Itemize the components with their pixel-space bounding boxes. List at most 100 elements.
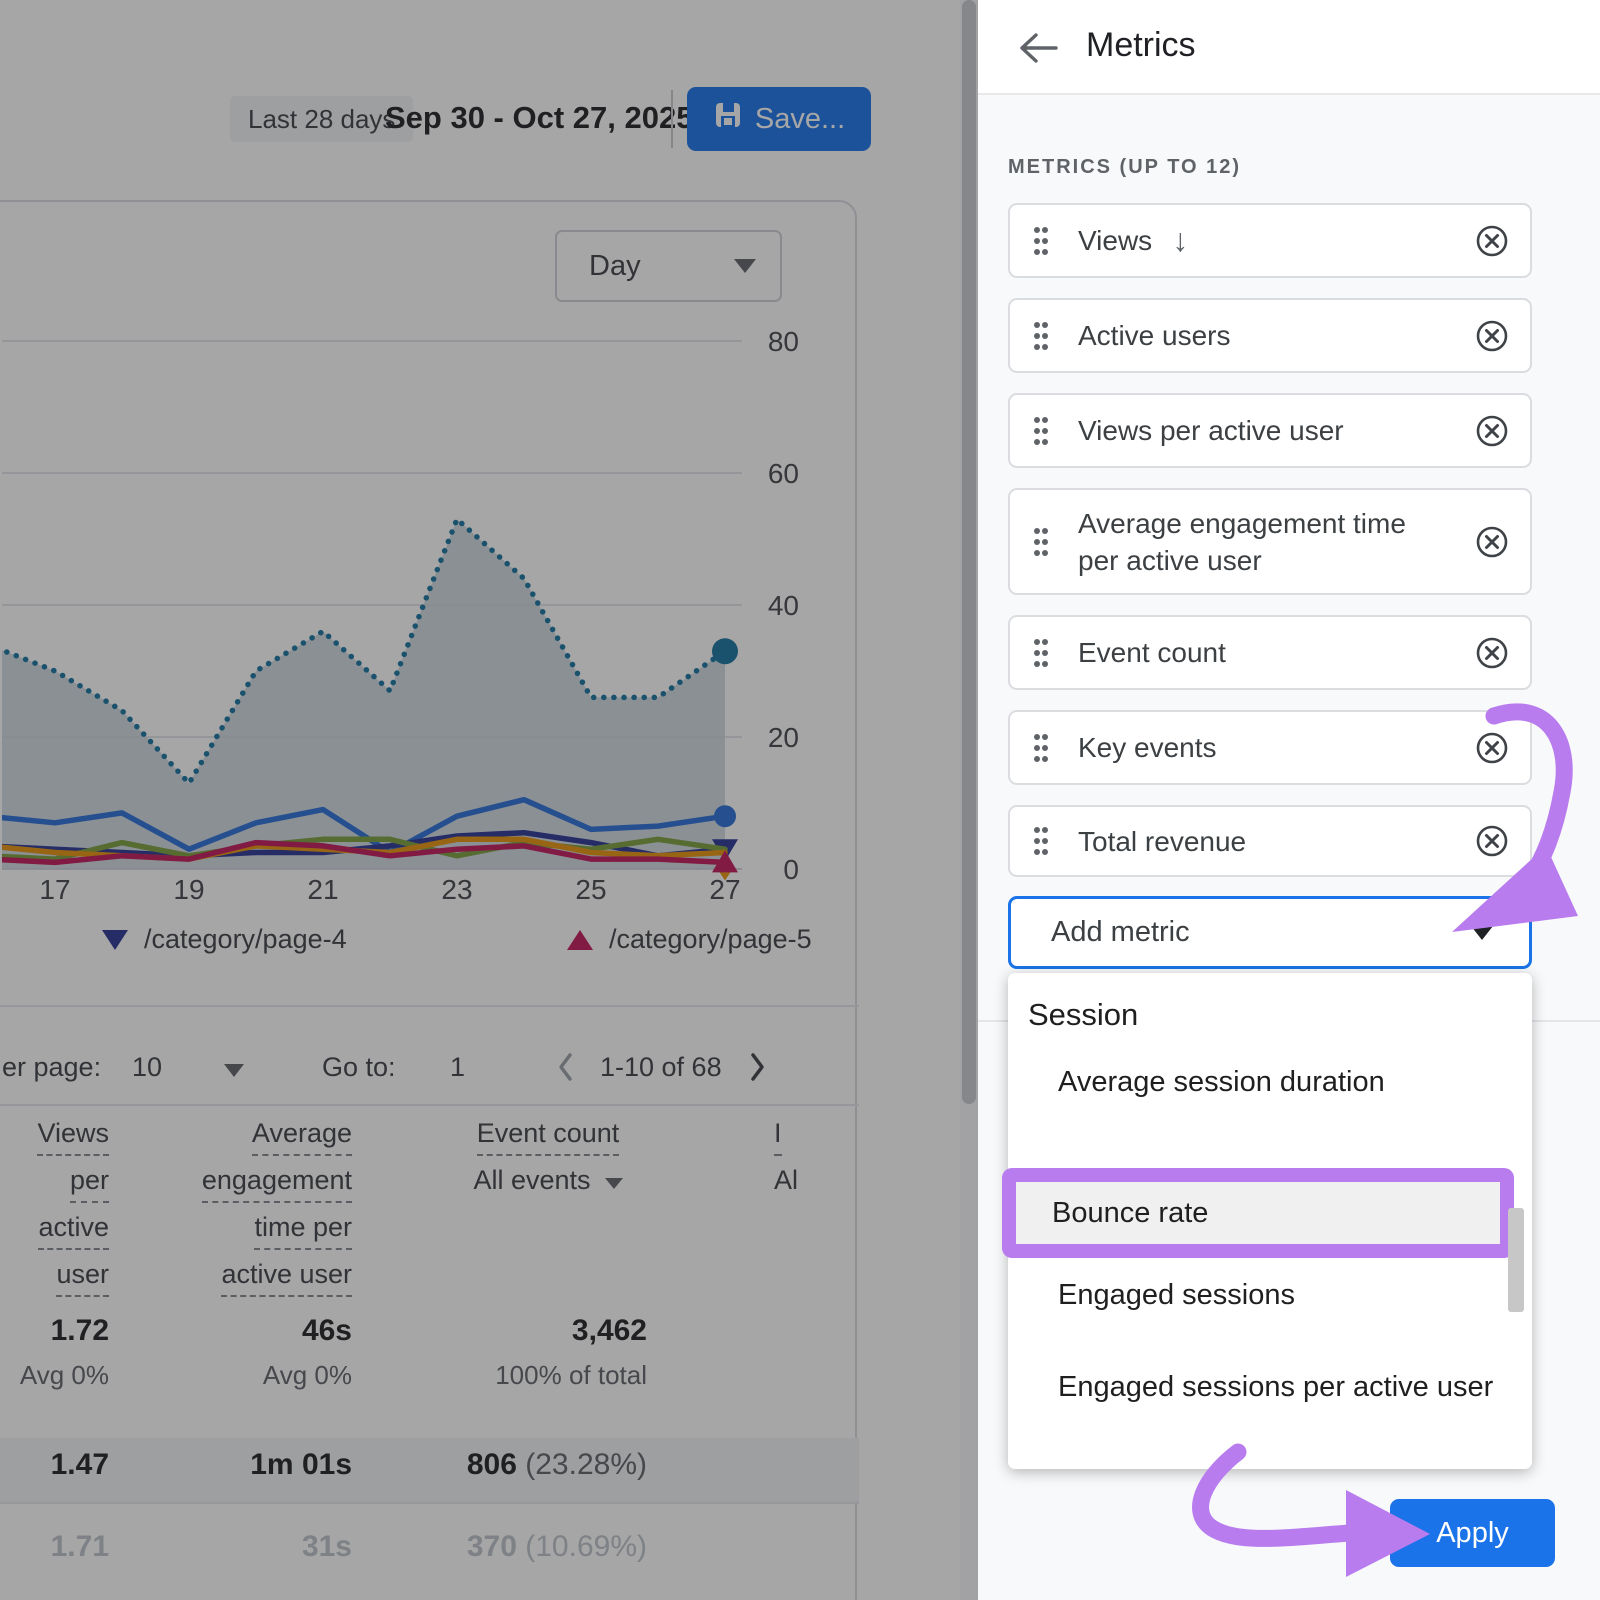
total-sub: 100% of total — [427, 1360, 647, 1391]
metric-label: Total revenue — [1078, 823, 1438, 860]
legend-label: /category/page-5 — [609, 924, 812, 955]
report-area: Last 28 days Sep 30 - Oct 27, 2025 Save.… — [0, 0, 978, 1600]
divider — [0, 1104, 859, 1106]
apply-button-label: Apply — [1436, 1517, 1509, 1550]
remove-metric-icon[interactable] — [1474, 823, 1510, 859]
metrics-section-label: METRICS (UP TO 12) — [1008, 156, 1241, 179]
svg-text:60: 60 — [768, 458, 799, 489]
chevron-right-icon[interactable] — [750, 1050, 766, 1084]
legend-label: /category/page-4 — [144, 924, 347, 955]
remove-metric-icon[interactable] — [1474, 730, 1510, 766]
metric-card-total-revenue[interactable]: Total revenue — [1008, 805, 1532, 877]
date-range-text[interactable]: Sep 30 - Oct 27, 2025 — [385, 100, 693, 136]
rows-per-page-value[interactable]: 10 — [132, 1052, 162, 1083]
drag-handle-icon[interactable] — [1032, 320, 1050, 352]
legend-item[interactable]: /category/page-4 — [102, 924, 347, 955]
metric-card-active-users[interactable]: Active users — [1008, 298, 1532, 373]
panel-title: Metrics — [1086, 26, 1196, 65]
metric-label: Key events — [1078, 729, 1438, 766]
page-scrollbar-thumb[interactable] — [962, 0, 976, 1104]
menu-scrollbar-thumb[interactable] — [1508, 1208, 1524, 1312]
total-event-count: 3,462 — [427, 1314, 647, 1348]
menu-item-bounce-rate[interactable]: Bounce rate — [1016, 1182, 1500, 1244]
drag-handle-icon[interactable] — [1032, 637, 1050, 669]
total-sub: Avg 0% — [0, 1360, 109, 1391]
total-engagement: 46s — [132, 1314, 352, 1348]
metric-card-views-per-active-user[interactable]: Views per active user — [1008, 393, 1532, 468]
metric-options-menu: Session Average session duration Bounce … — [1008, 973, 1532, 1469]
annotation-highlight-box: Bounce rate — [1002, 1168, 1514, 1258]
menu-item-engaged-sessions-per-active-user[interactable]: Engaged sessions per active user — [1008, 1360, 1532, 1414]
menu-item-average-session-duration[interactable]: Average session duration — [1008, 1055, 1532, 1109]
add-metric-dropdown[interactable]: Add metric — [1008, 896, 1532, 969]
triangle-up-icon — [567, 930, 593, 950]
row-cell: 806 (23.28%) — [427, 1448, 647, 1482]
report-card: Day 020406080171921232527 /category/page… — [0, 200, 857, 1600]
total-sub: Avg 0% — [132, 1360, 352, 1391]
chart-legend: /category/page-4 /category/page-5 — [0, 924, 855, 974]
svg-text:0: 0 — [783, 854, 799, 885]
metric-label: Average engagement time per active user — [1078, 505, 1438, 579]
row-cell: 1m 01s — [132, 1448, 352, 1482]
column-header-views-per-active-user[interactable]: Views per active user — [0, 1114, 109, 1302]
page-scrollbar-track[interactable] — [960, 0, 978, 1600]
menu-item-engaged-sessions[interactable]: Engaged sessions — [1008, 1268, 1532, 1322]
apply-button[interactable]: Apply — [1390, 1499, 1555, 1567]
save-button[interactable]: Save... — [687, 87, 871, 151]
pagination-bar: er page: 10 Go to: 1 1-10 of 68 — [0, 1042, 859, 1096]
remove-metric-icon[interactable] — [1474, 635, 1510, 671]
drag-handle-icon[interactable] — [1032, 825, 1050, 857]
metric-label: Event count — [1078, 634, 1438, 671]
goto-input[interactable]: 1 — [450, 1052, 465, 1083]
granularity-select[interactable]: Day — [555, 230, 782, 302]
chevron-down-icon[interactable] — [224, 1064, 244, 1077]
event-type-filter[interactable]: All events — [473, 1165, 622, 1195]
remove-metric-icon[interactable] — [1474, 223, 1510, 259]
svg-text:40: 40 — [768, 590, 799, 621]
legend-item[interactable]: /category/page-5 — [567, 924, 812, 955]
metrics-panel: Metrics METRICS (UP TO 12) Views ↓ Activ… — [978, 0, 1600, 1600]
svg-text:19: 19 — [173, 874, 204, 905]
row-cell: 370 (10.69%) — [427, 1530, 647, 1564]
metric-card-views[interactable]: Views ↓ — [1008, 203, 1532, 278]
column-header-avg-engagement-time[interactable]: Average engagement time per active user — [132, 1114, 352, 1302]
drag-handle-icon[interactable] — [1032, 526, 1050, 558]
svg-text:80: 80 — [768, 327, 799, 357]
svg-text:20: 20 — [768, 722, 799, 753]
svg-text:21: 21 — [307, 874, 338, 905]
chevron-down-icon — [605, 1178, 623, 1189]
chevron-left-icon[interactable] — [557, 1050, 573, 1084]
triangle-down-icon — [102, 930, 128, 950]
remove-metric-icon[interactable] — [1474, 318, 1510, 354]
drag-handle-icon[interactable] — [1032, 415, 1050, 447]
remove-metric-icon[interactable] — [1474, 524, 1510, 560]
save-button-label: Save... — [755, 103, 845, 136]
total-views-per-user: 1.72 — [0, 1314, 109, 1348]
metric-card-avg-engagement-time[interactable]: Average engagement time per active user — [1008, 488, 1532, 595]
svg-text:25: 25 — [575, 874, 606, 905]
back-arrow-icon[interactable] — [1014, 28, 1060, 68]
svg-text:17: 17 — [39, 874, 70, 905]
remove-metric-icon[interactable] — [1474, 413, 1510, 449]
metric-card-event-count[interactable]: Event count — [1008, 615, 1532, 690]
line-chart: 020406080171921232527 — [2, 327, 812, 907]
drag-handle-icon[interactable] — [1032, 225, 1050, 257]
granularity-value: Day — [589, 250, 641, 283]
svg-text:23: 23 — [441, 874, 472, 905]
sort-descending-icon: ↓ — [1172, 222, 1188, 259]
row-cell: 1.47 — [0, 1448, 109, 1482]
row-cell: 1.71 — [0, 1530, 109, 1564]
panel-header: Metrics — [978, 0, 1600, 95]
column-header-cut: I Al — [774, 1114, 854, 1199]
chevron-down-icon — [1471, 926, 1493, 940]
divider — [0, 1502, 859, 1504]
metric-card-key-events[interactable]: Key events — [1008, 710, 1532, 785]
metric-label: Views per active user — [1078, 412, 1438, 449]
column-header-event-count[interactable]: Event count All events — [408, 1114, 688, 1199]
save-icon — [713, 100, 743, 138]
drag-handle-icon[interactable] — [1032, 732, 1050, 764]
header-divider — [671, 90, 673, 148]
metric-label: Views — [1078, 222, 1152, 259]
metric-label: Active users — [1078, 317, 1438, 354]
row-cell: 31s — [132, 1530, 352, 1564]
